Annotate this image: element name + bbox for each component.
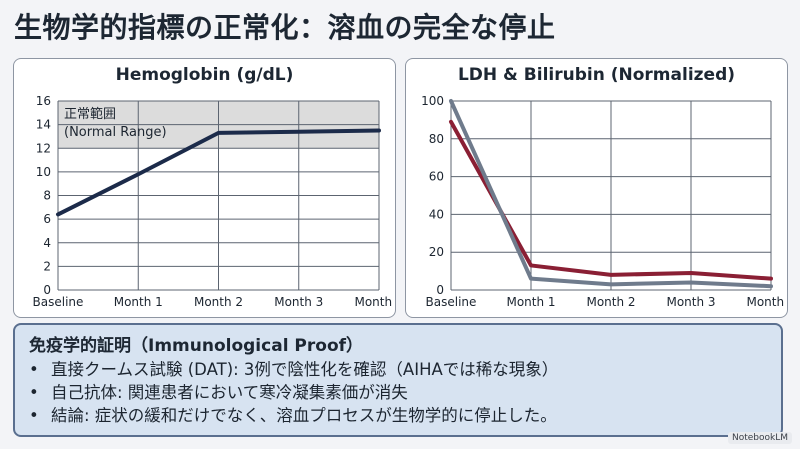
hemoglobin-y-tick-label: 10: [36, 165, 51, 179]
bullet-icon: •: [29, 383, 39, 402]
hemoglobin-y-tick-label: 4: [43, 236, 51, 250]
ldh-bilirubin-y-tick-label: 0: [436, 283, 444, 297]
proof-list: • 直接クームス試験 (DAT): 3例で陰性化を確認（AIHAでは稀な現象） •…: [29, 358, 767, 427]
proof-item: • 結論: 症状の緩和だけでなく、溶血プロセスが生物学的に停止した。: [29, 404, 767, 427]
hemoglobin-x-tick-label: Month 1: [114, 295, 163, 309]
bullet-icon: •: [29, 406, 39, 425]
hemoglobin-y-tick-label: 16: [36, 94, 51, 108]
hemoglobin-chart: 0 2 4 6 8 10 12 14 16 Baseline Month 1 Month 2 Month…: [33, 94, 395, 309]
hemoglobin-y-tick-label: 14: [36, 118, 51, 132]
notebooklm-watermark: NotebookLM: [727, 432, 792, 444]
hemoglobin-chart-title: Hemoglobin (g/dL): [115, 65, 294, 85]
hemoglobin-x-tick-label: Month 2: [194, 295, 243, 309]
hemoglobin-x-tick-label: Baseline: [33, 295, 84, 309]
slide-title: 生物学的指標の正常化：溶血の完全な停止: [14, 11, 556, 44]
hemoglobin-y-tick-label: 6: [43, 212, 51, 226]
bullet-icon: •: [29, 360, 39, 379]
ldh-bilirubin-y-tick-label: 100: [421, 94, 444, 108]
hemoglobin-x-tick-label: Month 3: [274, 295, 323, 309]
immunological-proof-box: 免疫学的証明（Immunological Proof） • 直接クームス試験 (D…: [13, 323, 783, 437]
hemoglobin-y-tick-label: 0: [43, 283, 51, 297]
ldh-bilirubin-x-tick-label: Month 2: [586, 295, 635, 309]
ldh-bilirubin-x-tick-label: Month 6: [746, 295, 787, 309]
ldh-bilirubin-y-tick-label: 20: [429, 245, 444, 259]
ldh-bilirubin-chart-panel: LDH & Bilirubin (Normalized) 0 20 40 60 80 10…: [405, 58, 788, 318]
normal-range-label: (Normal Range): [64, 125, 167, 140]
proof-item: • 自己抗体: 関連患者において寒冷凝集素価が消失: [29, 381, 767, 404]
hemoglobin-y-tick-label: 12: [36, 141, 51, 155]
proof-item-text: 自己抗体: 関連患者において寒冷凝集素価が消失: [51, 383, 408, 402]
proof-item: • 直接クームス試験 (DAT): 3例で陰性化を確認（AIHAでは稀な現象）: [29, 358, 767, 381]
hemoglobin-y-tick-label: 8: [43, 189, 51, 203]
hemoglobin-chart-panel: Hemoglobin (g/dL) 0 2 4 6 8 10 12 14 16 Baseline M…: [13, 58, 396, 318]
proof-heading: 免疫学的証明（Immunological Proof）: [29, 336, 364, 356]
ldh-bilirubin-y-tick-label: 40: [429, 207, 444, 221]
ldh-bilirubin-chart: 0 20 40 60 80 100 Baseline Month 1 Month 2 Month …: [421, 94, 787, 309]
ldh-bilirubin-y-tick-label: 60: [429, 170, 444, 184]
ldh-bilirubin-chart-title: LDH & Bilirubin (Normalized): [457, 65, 736, 85]
ldh-bilirubin-y-tick-label: 80: [429, 132, 444, 146]
ldh-bilirubin-x-tick-label: Baseline: [426, 295, 477, 309]
hemoglobin-x-tick-label: Month 6: [354, 295, 395, 309]
proof-item-text: 結論: 症状の緩和だけでなく、溶血プロセスが生物学的に停止した。: [51, 406, 557, 425]
normal-range-label: 正常範囲: [64, 107, 116, 122]
hemoglobin-y-tick-label: 2: [43, 259, 51, 273]
ldh-bilirubin-x-tick-label: Month 1: [506, 295, 555, 309]
ldh-bilirubin-x-tick-label: Month 3: [666, 295, 715, 309]
proof-item-text: 直接クームス試験 (DAT): 3例で陰性化を確認（AIHAでは稀な現象）: [51, 360, 559, 379]
